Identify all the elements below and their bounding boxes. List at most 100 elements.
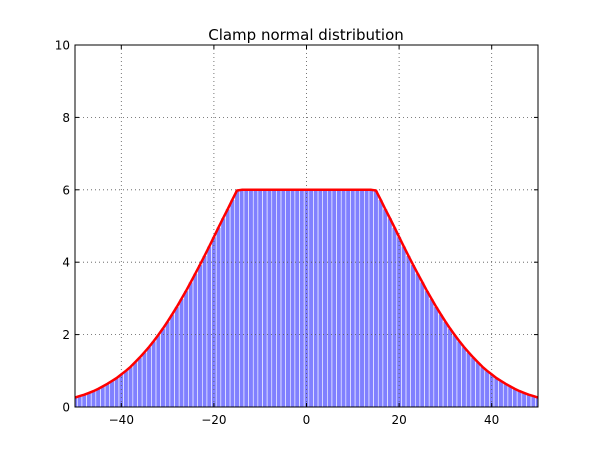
histogram-bar: [336, 189, 342, 408]
histogram-bar: [350, 189, 356, 408]
histogram-bar: [373, 190, 379, 408]
histogram-bar: [313, 189, 319, 408]
histogram-bar: [433, 306, 439, 408]
histogram-bar: [95, 388, 101, 408]
histogram-bar: [512, 388, 518, 408]
histogram-bar: [257, 189, 263, 408]
histogram-bar: [493, 377, 499, 408]
histogram-bar: [359, 189, 365, 408]
histogram-bar: [86, 392, 92, 408]
histogram-bar: [234, 190, 240, 408]
histogram-bar: [484, 370, 490, 408]
histogram-bar: [151, 340, 157, 408]
histogram-bar: [141, 352, 148, 408]
histogram-bar: [197, 264, 203, 408]
histogram-bar: [188, 281, 194, 408]
histogram-bar: [299, 189, 305, 408]
x-tick-label: −20: [201, 413, 226, 427]
histogram-bar: [160, 328, 166, 408]
grid: [75, 44, 538, 408]
histogram-bar: [248, 189, 254, 408]
histogram-bar: [262, 189, 268, 408]
histogram-bar: [280, 189, 286, 408]
ticks: −40 −20 0 20 40 0 2 4 6 8 10: [55, 39, 538, 427]
histogram-bar: [146, 346, 152, 408]
histogram-bar: [225, 208, 231, 408]
histogram-bar: [81, 394, 87, 408]
histogram-bar: [470, 357, 476, 408]
histogram-bar: [285, 189, 291, 408]
histogram-bar: [118, 374, 124, 408]
histogram-bar: [202, 255, 208, 408]
histogram-bar: [266, 189, 273, 408]
y-tick-label: 2: [62, 328, 70, 342]
clamped-normal-curve: [74, 188, 539, 399]
x-tick-label: 40: [484, 413, 499, 427]
histogram-bar: [229, 199, 236, 408]
bars: [74, 189, 539, 408]
x-tick-label: 0: [303, 413, 311, 427]
curve-layer: [74, 188, 539, 399]
histogram-bar: [340, 189, 347, 408]
histogram-bar: [331, 189, 337, 408]
histogram-bar: [354, 189, 361, 408]
histogram-bar: [127, 366, 134, 408]
y-tick-label: 6: [62, 183, 70, 197]
histogram-bar: [317, 189, 324, 408]
histogram-bar: [382, 208, 388, 408]
histogram-bar: [243, 189, 249, 408]
y-tick-label: 4: [62, 256, 70, 270]
histogram-bar: [447, 328, 453, 408]
histogram-bar: [178, 298, 185, 408]
histogram-bar: [410, 264, 416, 408]
x-tick-label: 20: [391, 413, 406, 427]
histogram-bar: [192, 273, 198, 408]
histogram-bar: [109, 380, 115, 408]
histogram-bar: [456, 340, 462, 408]
histogram-bar: [271, 189, 277, 408]
histogram-bar: [507, 386, 513, 408]
histogram-bar: [220, 217, 226, 408]
histogram-bar: [174, 306, 180, 408]
histogram-bar: [498, 380, 504, 408]
histogram-bar: [364, 189, 370, 408]
histogram-bar: [276, 189, 282, 408]
histogram-bar: [183, 290, 189, 408]
histogram-bar: [137, 357, 143, 408]
histogram-bar: [405, 255, 411, 408]
histogram-bar: [479, 366, 486, 408]
chart-title: Clamp normal distribution: [208, 26, 404, 44]
y-tick-label: 8: [62, 111, 70, 125]
histogram-bar: [526, 394, 532, 408]
histogram-bar: [294, 189, 300, 408]
histogram-bar: [123, 370, 129, 408]
y-tick-label: 0: [62, 401, 70, 415]
histogram-bar: [368, 189, 374, 408]
histogram-bar: [461, 346, 467, 408]
histogram-bar: [322, 189, 328, 408]
histogram-bar: [521, 392, 527, 408]
histogram-bar: [387, 217, 393, 408]
histogram-bar: [308, 189, 314, 408]
histogram-bar: [465, 352, 472, 408]
histogram-bar: [502, 383, 509, 408]
histogram-bar: [90, 390, 97, 408]
histogram-bar: [391, 227, 398, 408]
histogram-bar: [239, 189, 245, 408]
histogram-bar: [475, 361, 481, 408]
y-tick-label: 10: [55, 39, 70, 53]
histogram-bar: [401, 245, 407, 408]
histogram-bar: [489, 374, 495, 408]
histogram-bar: [289, 189, 296, 408]
histogram-bar: [169, 314, 175, 408]
histogram-bar: [104, 383, 111, 408]
histogram-bar: [100, 386, 106, 408]
histogram-bar: [452, 334, 458, 408]
histogram-bar: [206, 245, 212, 408]
histogram-bar: [114, 377, 120, 408]
histogram-bar: [252, 189, 259, 408]
histogram-bar: [438, 314, 444, 408]
histogram-bar: [516, 390, 523, 408]
x-tick-label: −40: [109, 413, 134, 427]
